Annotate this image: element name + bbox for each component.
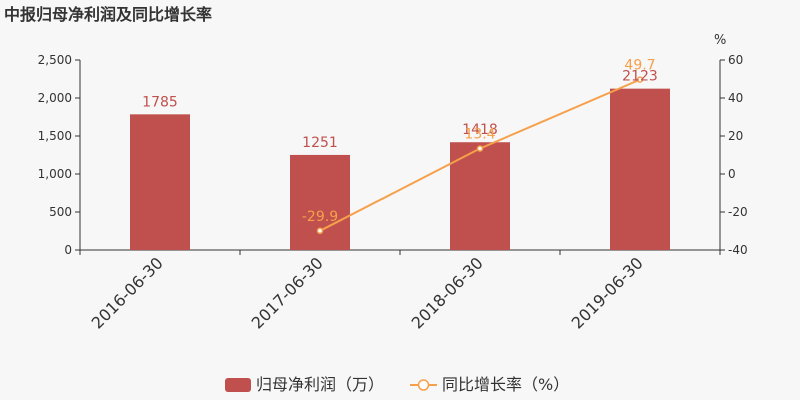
right-axis-tick-label: -40 (728, 243, 748, 257)
bar-value-label: 1251 (302, 135, 338, 151)
right-axis-tick-label: 20 (728, 129, 743, 143)
legend[interactable]: 归母净利润（万） 同比增长率（%） (225, 375, 569, 394)
x-axis-tick-label: 2017-06-30 (248, 253, 327, 332)
left-axis-tick-label: 1,500 (38, 129, 72, 143)
growth-line-series (316, 76, 644, 235)
x-axis-tick-label: 2018-06-30 (408, 253, 487, 332)
bar (610, 88, 670, 250)
bar-series (130, 88, 670, 250)
bar-value-label: 1785 (142, 94, 178, 110)
legend-bar-swatch (225, 378, 251, 392)
bar (290, 154, 350, 250)
growth-point (636, 76, 644, 83)
legend-line-label: 同比增长率（%） (442, 375, 569, 394)
chart-title: 中报归母净利润及同比增长率 (4, 5, 212, 24)
x-axis-tick-label: 2019-06-30 (568, 253, 647, 332)
growth-value-label: 13.4 (464, 127, 495, 143)
bar-value-label: 1418 (462, 122, 498, 138)
right-axis-tick-label: 60 (728, 53, 743, 67)
left-axis-tick-label: 500 (49, 205, 72, 219)
bar (450, 142, 510, 250)
left-axis: 0 500 1,000 1,500 2,000 2,500 (38, 53, 81, 257)
growth-point (476, 145, 484, 152)
left-axis-tick-label: 1,000 (38, 167, 72, 181)
right-axis-tick-label: 40 (728, 91, 743, 105)
left-axis-tick-label: 2,000 (38, 91, 72, 105)
left-axis-tick-label: 0 (64, 243, 72, 257)
growth-value-label: 49.7 (624, 58, 655, 74)
bar (130, 114, 190, 250)
right-axis-unit: % (714, 33, 726, 48)
right-axis: -40 -20 0 20 40 60 (719, 53, 748, 257)
data-labels: 1785 1251 1418 2123 -29.9 13.4 49.7 (142, 58, 658, 225)
x-axis: 2016-06-30 2017-06-30 2018-06-30 2019-06-30 (79, 249, 721, 333)
right-axis-tick-label: -20 (728, 205, 748, 219)
legend-line-marker (417, 379, 430, 391)
growth-point (316, 227, 324, 235)
legend-bar-label: 归母净利润（万） (256, 375, 384, 394)
growth-value-label: -29.9 (302, 209, 338, 225)
bar-value-label: 2123 (622, 69, 658, 85)
right-axis-tick-label: 0 (728, 167, 736, 181)
x-axis-tick-label: 2016-06-30 (88, 253, 167, 332)
left-axis-tick-label: 2,500 (38, 53, 72, 67)
